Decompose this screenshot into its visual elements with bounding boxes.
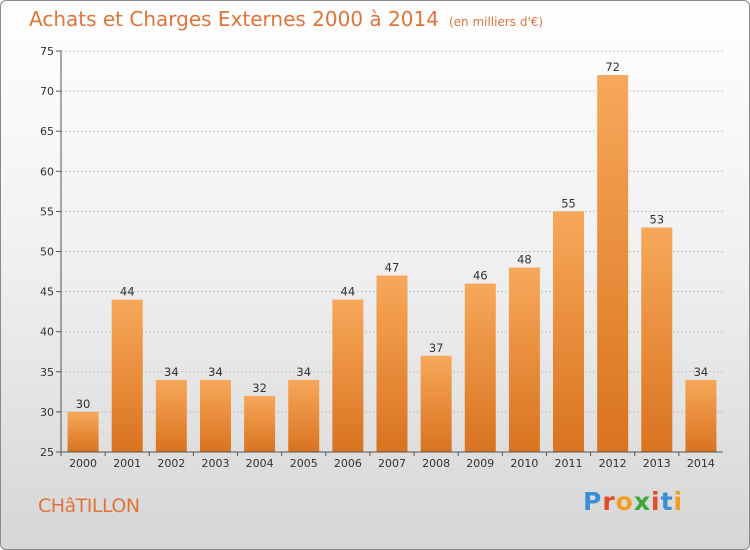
bar-2012 [597,75,629,452]
axes [60,51,723,453]
x-tick-label: 2011 [555,457,583,470]
value-label-2000: 30 [76,397,91,411]
x-tick-label: 2003 [201,457,229,470]
x-tick-label: 2008 [422,457,450,470]
x-axis-ticks: 2000 2001 2002 2003 2004 2005 2006 2007 2008 2009… [60,452,715,470]
x-tick-label: 2007 [378,457,406,470]
logo-letter: i [651,487,661,516]
x-tick-label: 2002 [157,457,185,470]
x-tick-label: 2006 [334,457,362,470]
logo-letter: i [673,487,684,516]
bar-2006 [332,299,364,452]
bar-2008 [420,355,452,452]
bar-2010 [508,267,540,452]
x-tick-label: 2004 [246,457,274,470]
y-tick-label: 35 [40,366,54,379]
value-label-2009: 46 [473,269,488,283]
y-tick-label: 50 [40,246,54,259]
title-text: Achats et Charges Externes 2000 à 2014 [29,7,439,31]
proxiti-logo: Proxiti [583,487,683,516]
x-tick-label: 2010 [510,457,538,470]
x-tick-label: 2001 [113,457,141,470]
value-label-2013: 53 [649,212,664,226]
bar-2000 [67,411,99,452]
value-label-2006: 44 [341,285,356,299]
value-label-2002: 34 [164,365,179,379]
y-tick-label: 60 [40,165,54,178]
value-label-2010: 48 [517,253,532,267]
bar-2011 [553,211,585,452]
logo-letter: t [660,487,674,516]
value-label-2005: 34 [296,365,311,379]
value-label-2014: 34 [694,365,709,379]
value-label-2001: 44 [120,285,135,299]
y-tick-label: 55 [40,205,54,218]
city-name: CHâTILLON [38,495,140,517]
y-tick-label: 45 [40,286,54,299]
y-tick-label: 75 [40,45,54,58]
bars: 30 44 34 34 32 34 44 47 37 46 48 55 72 53 34 [67,60,717,452]
y-tick-label: 65 [40,125,54,138]
y-axis-ticks: 25 30 35 40 45 50 55 60 65 70 75 [40,45,61,459]
logo-letter: x [633,487,651,516]
y-tick-label: 70 [40,85,54,98]
x-tick-label: 2009 [466,457,494,470]
chart-subtitle: (en milliers d'€) [448,15,544,29]
value-label-2003: 34 [208,365,223,379]
value-label-2007: 47 [385,261,400,275]
bar-2003 [199,379,231,452]
x-tick-label: 2013 [643,457,671,470]
y-tick-label: 30 [40,406,54,419]
x-tick-label: 2005 [290,457,318,470]
x-tick-label: 2012 [599,457,627,470]
value-label-2008: 37 [429,341,444,355]
bar-2007 [376,275,408,452]
value-label-2011: 55 [561,196,576,210]
y-tick-label: 25 [40,446,54,459]
x-tick-label: 2014 [687,457,715,470]
value-label-2004: 32 [252,381,267,395]
bar-2013 [641,227,673,452]
bar-2002 [155,379,187,452]
value-label-2012: 72 [605,60,620,74]
bar-2009 [464,283,496,452]
logo-letter: P [583,487,603,516]
y-tick-label: 40 [40,326,54,339]
chart-title: Achats et Charges Externes 2000 à 2014 (e… [29,7,543,31]
logo-letter: r [602,487,616,516]
x-tick-label: 2000 [69,457,97,470]
bar-2004 [244,395,276,452]
logo-letter: o [615,487,634,516]
bar-2014 [685,379,717,452]
bar-2001 [111,299,143,452]
bar-2005 [288,379,320,452]
